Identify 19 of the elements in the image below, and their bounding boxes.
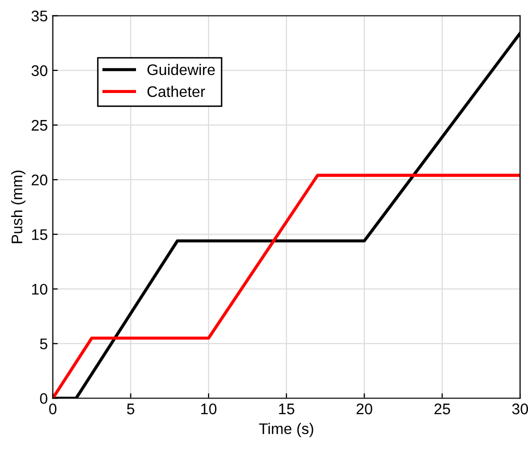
y-tick-label: 35 [32, 10, 48, 22]
x-tick-label: 0 [49, 404, 56, 414]
x-tick-label: 10 [201, 404, 216, 414]
x-tick-label: 15 [279, 404, 294, 414]
y-tick-label: 10 [32, 284, 48, 295]
x-tick-label: 25 [434, 404, 450, 414]
y-tick-label: 0 [40, 393, 48, 404]
y-tick-label: 20 [32, 174, 48, 186]
y-tick-label: 30 [32, 65, 48, 76]
x-tick-label: 20 [356, 404, 372, 414]
x-tick-label: 5 [127, 404, 134, 414]
y-tick-label: 15 [32, 229, 48, 240]
legend-label: Guidewire [147, 64, 215, 76]
x-tick-label: 30 [512, 404, 528, 414]
x-axis-title: Time (s) [259, 422, 314, 438]
y-axis-title: Push (mm) [11, 170, 26, 244]
y-tick-label: 5 [40, 338, 48, 350]
legend-label: Catheter [147, 86, 206, 98]
y-tick-label: 25 [32, 120, 48, 131]
